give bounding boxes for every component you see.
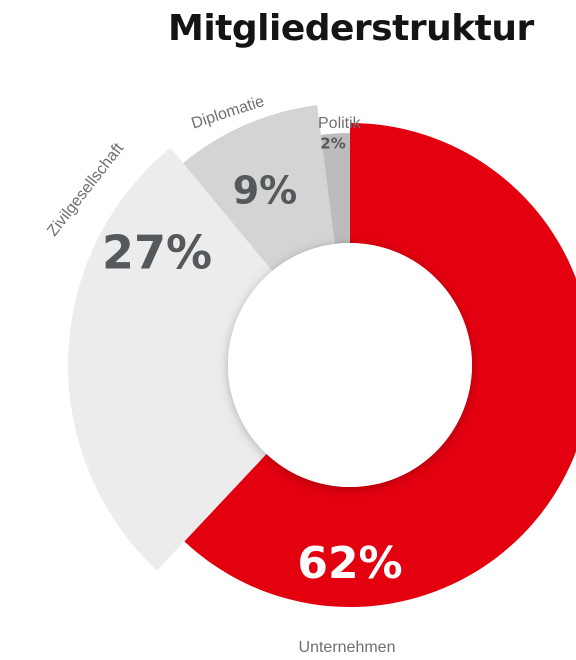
slice-diplomatie	[182, 105, 335, 271]
slice-unternehmen	[184, 123, 576, 607]
slice-zivilgesellschaft	[68, 147, 273, 571]
value-label-diplomatie: 9%	[233, 169, 298, 213]
value-label-unternehmen: 62%	[297, 538, 402, 589]
slice-politik	[320, 133, 350, 244]
chart-title: Mitgliederstruktur	[168, 8, 534, 49]
value-label-zivilgesellschaft: 27%	[102, 226, 212, 280]
category-label-politik: Politik	[318, 115, 362, 132]
donut-hole	[228, 243, 472, 487]
category-label-unternehmen: Unternehmen	[299, 639, 396, 656]
value-label-politik: 2%	[320, 135, 345, 153]
slices-layer	[68, 105, 576, 607]
